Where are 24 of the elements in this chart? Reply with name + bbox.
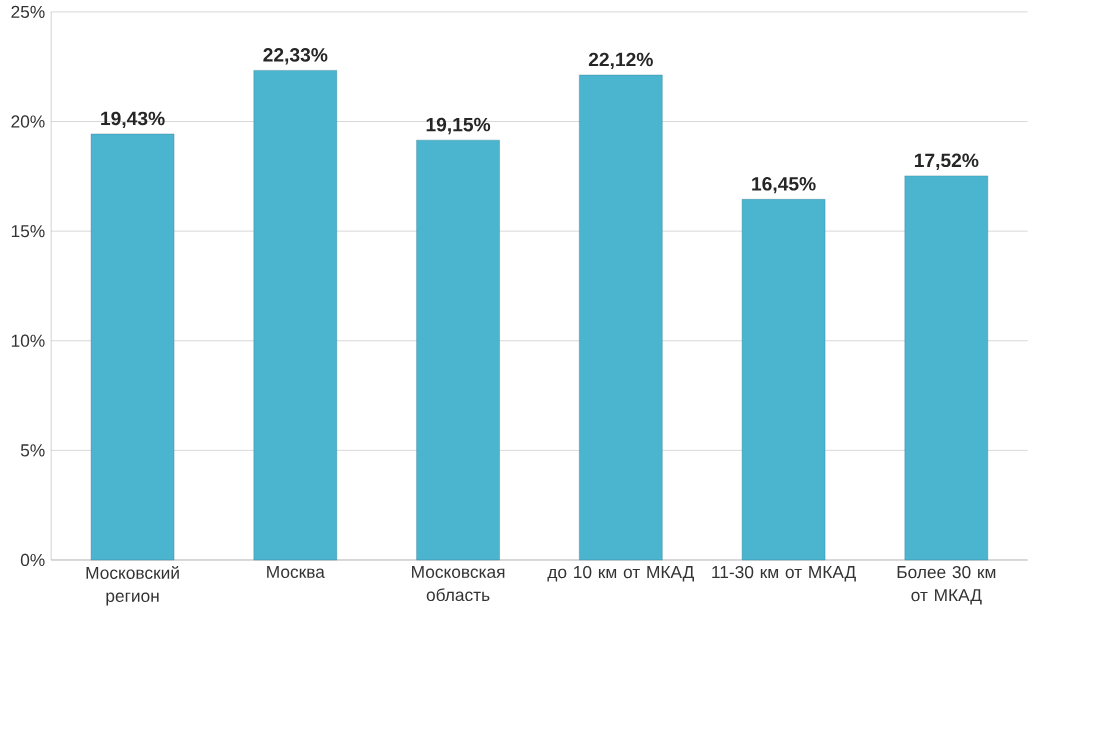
- bar: [416, 139, 500, 561]
- y-tick-label: 5%: [20, 444, 45, 457]
- x-tick-label: Московский регион: [86, 565, 179, 606]
- data-label: 16,45%: [752, 176, 816, 194]
- bar: [904, 175, 989, 561]
- y-tick-label: 10%: [11, 334, 45, 347]
- bar: [579, 74, 663, 561]
- bar: [741, 198, 826, 561]
- data-label: 22,33%: [263, 47, 328, 65]
- x-tick-label: 11-30 км от МКАД: [712, 565, 856, 582]
- bar: [90, 133, 175, 561]
- y-tick-label: 25%: [11, 5, 45, 18]
- data-label: 19,15%: [426, 117, 491, 134]
- y-tick-label: 15%: [11, 224, 45, 238]
- y-tick-label: 0%: [20, 553, 45, 566]
- x-tick-label: Более 30 км от МКАД: [897, 565, 996, 605]
- y-tick-label: 20%: [11, 115, 45, 128]
- x-tick-label: Москва: [267, 565, 325, 578]
- x-tick-label: Московская область: [412, 565, 505, 601]
- data-label: 22,12%: [588, 52, 653, 69]
- bar: [253, 70, 337, 561]
- data-label: 17,52%: [914, 153, 979, 170]
- data-label: 19,43%: [101, 111, 165, 128]
- x-tick-label: до 10 км от МКАД: [547, 565, 694, 582]
